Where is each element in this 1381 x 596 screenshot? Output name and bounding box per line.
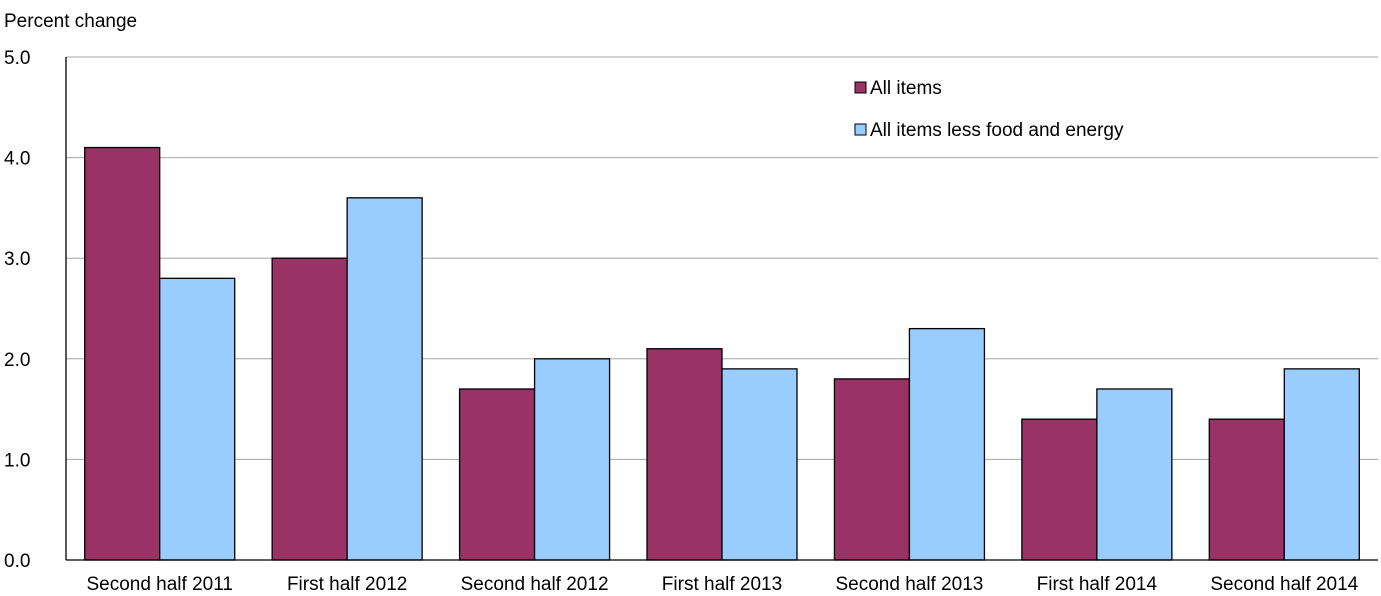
bar-all-items (84, 146, 161, 561)
y-tick-label: 0.0 (4, 551, 30, 572)
y-axis-label: Percent change (4, 11, 137, 32)
bar-core (1283, 368, 1360, 561)
bar-core (533, 358, 611, 561)
bar-core (1096, 388, 1173, 561)
x-tick-labels: Second half 2011 First half 2012 Second ha… (86, 574, 1358, 595)
bar-all-items (458, 388, 536, 561)
legend-label: All items (870, 78, 942, 99)
y-tick-label: 4.0 (4, 149, 30, 170)
y-tick-labels: 0.0 1.0 2.0 3.0 4.0 5.0 (4, 48, 30, 572)
x-tick-label: Second half 2014 (1210, 574, 1358, 595)
bar-all-items (1208, 418, 1285, 561)
x-tick-label: First half 2013 (662, 574, 782, 595)
bar-all-items (833, 378, 911, 561)
x-tick-label: Second half 2012 (461, 574, 609, 595)
x-tick-label: Second half 2013 (835, 574, 983, 595)
bar-all-items (646, 348, 723, 561)
bar-core (721, 368, 798, 561)
y-tick-label: 3.0 (4, 249, 30, 270)
bar-core (908, 327, 986, 561)
legend-swatch (854, 81, 867, 94)
legend: All items All items less food and energy (854, 78, 1124, 141)
y-tick-label: 2.0 (4, 350, 30, 371)
axes (65, 57, 1378, 561)
bar-core (346, 197, 423, 561)
x-tick-label: Second half 2011 (86, 574, 233, 595)
x-tick-label: First half 2012 (287, 574, 407, 595)
bar-all-items (271, 257, 348, 561)
bars (84, 146, 1360, 561)
bar-core (159, 277, 236, 561)
x-tick-label: First half 2014 (1037, 574, 1158, 595)
legend-label: All items less food and energy (870, 120, 1124, 141)
y-tick-label: 5.0 (4, 48, 30, 69)
legend-swatch (854, 123, 867, 136)
y-tick-label: 1.0 (4, 450, 30, 471)
bar-all-items (1021, 418, 1098, 561)
